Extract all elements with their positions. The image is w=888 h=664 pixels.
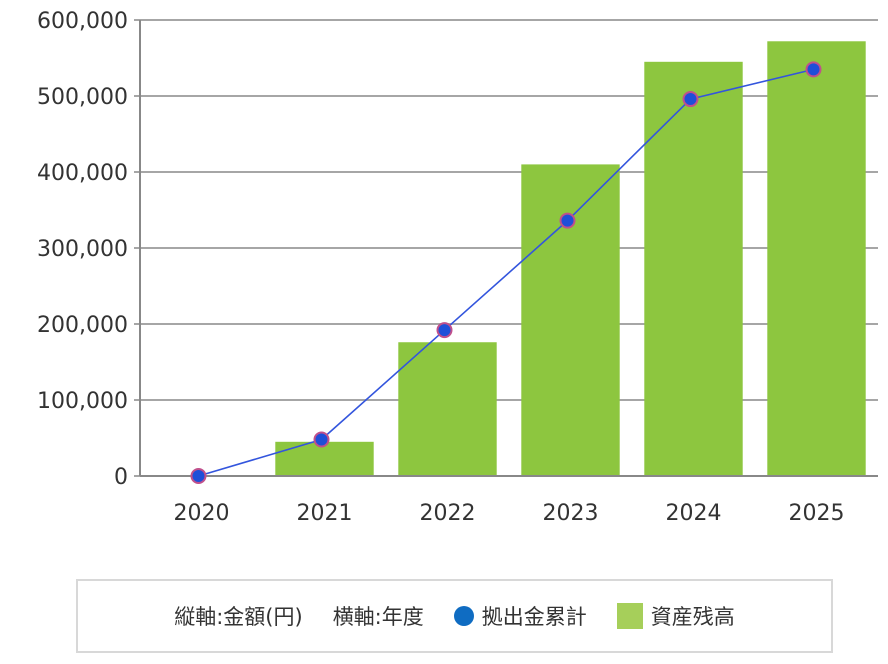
bar — [767, 41, 866, 476]
x-tick-labels: 2020 2021 2022 2023 2024 2025 — [174, 501, 845, 526]
y-tick-labels: 0 100,000 200,000 300,000 400,000 500,000 600,… — [37, 9, 128, 490]
x-tick-label: 2020 — [174, 501, 230, 526]
x-tick-label: 2024 — [666, 501, 722, 526]
legend-bar-swatch — [616, 603, 643, 629]
legend-entry-bar: 資産残高 — [616, 601, 735, 631]
line-series — [190, 61, 822, 484]
legend-line-label: 拠出金累計 — [481, 605, 587, 629]
legend-y-axis-note: 縦軸:金額(円) — [174, 605, 303, 629]
gridlines — [134, 19, 878, 477]
y-tick-label: 100,000 — [37, 389, 128, 414]
legend-entry-line: 拠出金累計 — [453, 601, 587, 631]
legend-bar-label: 資産残高 — [650, 605, 735, 629]
bar — [521, 164, 620, 476]
y-tick-label: 400,000 — [37, 161, 128, 186]
y-tick-label: 500,000 — [37, 85, 128, 110]
line-point — [559, 212, 576, 229]
x-tick-label: 2021 — [297, 501, 353, 526]
x-tick-label: 2022 — [420, 501, 476, 526]
line-point — [313, 431, 330, 448]
bar — [275, 441, 374, 476]
x-tick-label: 2023 — [543, 501, 599, 526]
chart: 0 100,000 200,000 300,000 400,000 500,000 600,… — [37, 9, 878, 526]
line-point — [436, 322, 453, 339]
line-point — [682, 91, 699, 108]
y-tick-label: 200,000 — [37, 313, 128, 338]
axes — [139, 20, 878, 477]
line-point — [805, 61, 822, 78]
y-tick-label: 300,000 — [37, 237, 128, 262]
bar — [644, 61, 743, 477]
bars — [275, 41, 866, 477]
line-path — [198, 68, 814, 477]
line-point — [190, 468, 207, 484]
y-tick-label: 600,000 — [37, 9, 128, 34]
legend-x-axis-note: 横軸:年度 — [332, 605, 424, 629]
x-tick-label: 2025 — [789, 501, 845, 526]
y-tick-label: 0 — [114, 465, 128, 490]
bar — [398, 342, 497, 476]
legend-line-swatch — [453, 606, 474, 626]
legend: 縦軸:金額(円) 横軸:年度 拠出金累計 資産残高 — [76, 579, 833, 653]
